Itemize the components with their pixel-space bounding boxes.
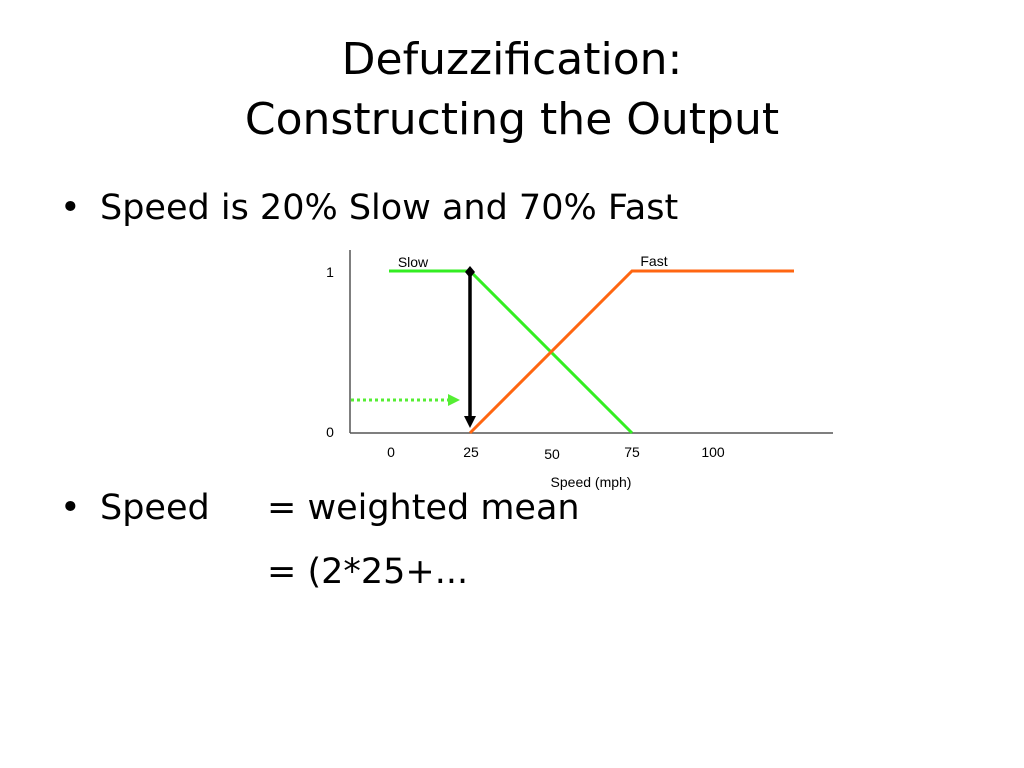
fast-membership-line — [468, 269, 794, 435]
x-axis-label: Speed (mph) — [551, 474, 632, 490]
down-arrow-head — [464, 416, 476, 428]
bullet-text: Speed is 20% Slow and 70% Fast — [100, 188, 679, 228]
equation-line-1: = weighted mean — [267, 488, 580, 528]
x-tick-label-100: 100 — [701, 444, 725, 460]
diamond-arrow-head — [465, 266, 475, 278]
y-tick-label-1: 1 — [326, 264, 334, 280]
dotted-arrow-head — [448, 394, 460, 406]
x-tick-label-0: 0 — [387, 444, 395, 460]
slow-set-label: Slow — [398, 254, 429, 270]
x-tick-label-50: 50 — [544, 446, 560, 462]
bullet-text: Speed — [100, 488, 210, 528]
title-line-1: Defuzzification: — [341, 34, 683, 85]
slide-title: Defuzzification: Constructing the Output — [0, 30, 1024, 150]
x-tick-label-75: 75 — [624, 444, 640, 460]
title-line-2: Constructing the Output — [244, 94, 780, 145]
slow-membership-line — [389, 269, 634, 435]
equation-line-2: = (2*25+... — [267, 552, 469, 592]
fast-set-label: Fast — [640, 253, 667, 269]
x-tick-label-25: 25 — [463, 444, 479, 460]
y-tick-label-0: 0 — [326, 424, 334, 440]
bullet-marker: • — [60, 188, 81, 228]
bullet-marker: • — [60, 488, 81, 528]
membership-diagram: 1 0 0 25 50 75 100 Speed (mph) Slow Fast — [326, 250, 833, 490]
